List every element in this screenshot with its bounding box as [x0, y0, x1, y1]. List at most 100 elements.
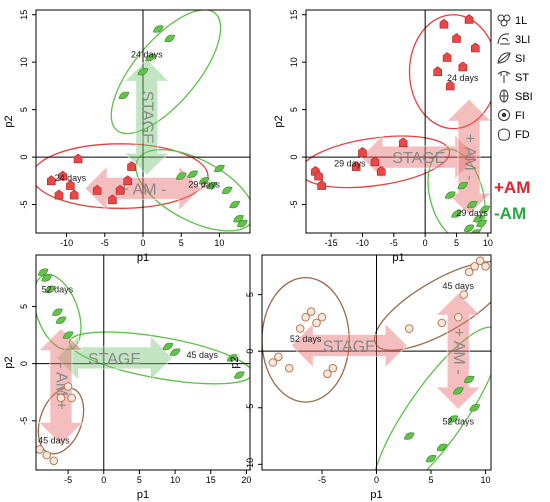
plot-area: STAGE- AM + 52 days 45 days 45 days — [36, 255, 250, 470]
data-point — [403, 432, 415, 440]
y-axis-label: p2 — [3, 356, 15, 368]
arrow-label: + AM - — [450, 328, 467, 375]
arrow-shape — [435, 292, 482, 410]
data-point — [175, 172, 187, 180]
single-leaf-icon — [497, 52, 511, 64]
days-annotation: 45 days — [186, 350, 218, 360]
data-point — [452, 33, 461, 43]
data-point — [123, 175, 133, 186]
x-tick-label: 5 — [454, 238, 459, 248]
legend-am-plus: +AM — [494, 178, 530, 197]
confidence-ellipse — [427, 148, 486, 233]
data-point — [457, 181, 469, 190]
y-tick-label: 0 — [289, 155, 299, 160]
y-tick-label: 5 — [289, 107, 299, 112]
x-tick-label: -5 — [390, 238, 398, 248]
data-point — [92, 184, 102, 195]
data-point — [229, 200, 241, 209]
data-point — [470, 262, 479, 271]
y-axis-label: p2 — [273, 115, 285, 127]
data-point — [169, 348, 181, 356]
data-point — [398, 137, 408, 148]
small-bud-icon — [499, 89, 509, 103]
data-point — [226, 354, 238, 362]
confidence-ellipse — [373, 260, 491, 351]
data-point — [221, 186, 233, 194]
arrow-shape — [55, 334, 174, 382]
x-tick-label: 5 — [429, 475, 434, 485]
data-point — [370, 156, 380, 167]
data-point — [317, 180, 326, 190]
arrow-label: + AM - — [461, 134, 478, 181]
direction-arrow: STAGE — [290, 322, 408, 369]
x-tick-label: 0 — [140, 238, 145, 248]
days-annotation: 52 days — [42, 285, 74, 295]
data-point — [464, 14, 474, 24]
arrow-label: STAGE — [323, 339, 376, 356]
data-point — [108, 194, 117, 205]
arrow-shape — [37, 327, 85, 446]
stem-icon — [497, 71, 511, 83]
fruit-icon — [498, 128, 510, 141]
y-tick-label: 0 — [245, 349, 255, 354]
plot-frame — [305, 9, 492, 234]
data-point — [479, 205, 491, 213]
x-tick-label: -10 — [356, 238, 369, 248]
legend-item-fd: FD — [498, 128, 530, 141]
data-point — [376, 165, 386, 176]
days-annotation: 52 days — [443, 417, 475, 427]
data-point — [301, 312, 310, 322]
direction-arrow: - AM + — [37, 327, 85, 446]
data-point — [447, 415, 459, 423]
data-point — [464, 267, 474, 277]
chart-panel-3: STAGE- AM + 52 days 45 days 45 days -5 0 5 10 15… — [3, 254, 251, 501]
data-point — [44, 285, 56, 293]
data-point — [67, 393, 76, 403]
y-tick-label: 5 — [19, 304, 29, 309]
x-tick-label: 0 — [423, 238, 428, 248]
data-point — [198, 177, 210, 185]
data-point — [475, 256, 485, 265]
confidence-ellipse — [110, 10, 222, 135]
data-point — [62, 331, 74, 339]
data-point — [284, 363, 294, 373]
direction-arrow: + AM - — [445, 98, 491, 216]
x-tick-label: 10 — [214, 238, 224, 248]
plot-area: STAGE + AM - 24 days 24 days 29 days — [36, 10, 250, 233]
data-point — [46, 175, 56, 186]
plot-area: STAGE + AM - 24 days 29 days 29 days — [306, 10, 491, 233]
data-point — [56, 393, 66, 403]
data-point — [463, 224, 475, 232]
confidence-ellipse — [262, 277, 350, 403]
days-annotation: 29 days — [334, 159, 366, 169]
legend: 1L 3LI SI ST SBI FI FD +AM -AM — [494, 14, 533, 223]
data-point — [127, 161, 136, 171]
data-point — [236, 219, 248, 228]
data-point — [469, 404, 481, 412]
data-point — [49, 456, 59, 466]
data-point — [295, 324, 305, 333]
legend-item-si: SI — [497, 52, 525, 65]
confidence-ellipse — [306, 135, 451, 189]
leaf-cluster-icon — [497, 14, 511, 27]
chart-panel-1: STAGE + AM - 24 days 24 days 29 days -10 -5 0 5 1… — [3, 9, 251, 264]
legend-label: 3LI — [515, 34, 530, 46]
days-annotation: 24 days — [131, 49, 163, 59]
y-axis-label: p2 — [3, 115, 15, 127]
x-tick-label: 20 — [241, 475, 251, 485]
data-point — [323, 369, 332, 379]
plot-area: STAGE + AM - 52 days 45 days 52 days — [262, 255, 491, 470]
y-tick-label: -5 — [19, 417, 29, 425]
data-point — [52, 308, 63, 316]
legend-item-1l: 1L — [497, 14, 527, 27]
data-point — [466, 200, 478, 209]
days-annotation: 45 days — [443, 281, 475, 291]
x-tick-label: 0 — [374, 475, 379, 485]
chart-panel-2: STAGE + AM - 24 days 29 days 29 days -15 -10 -5… — [273, 9, 493, 264]
data-point — [476, 219, 487, 228]
data-point — [54, 189, 64, 200]
flower-icon — [498, 109, 510, 121]
x-axis-label: p1 — [137, 489, 149, 501]
data-point — [274, 352, 283, 362]
data-point — [358, 146, 367, 157]
